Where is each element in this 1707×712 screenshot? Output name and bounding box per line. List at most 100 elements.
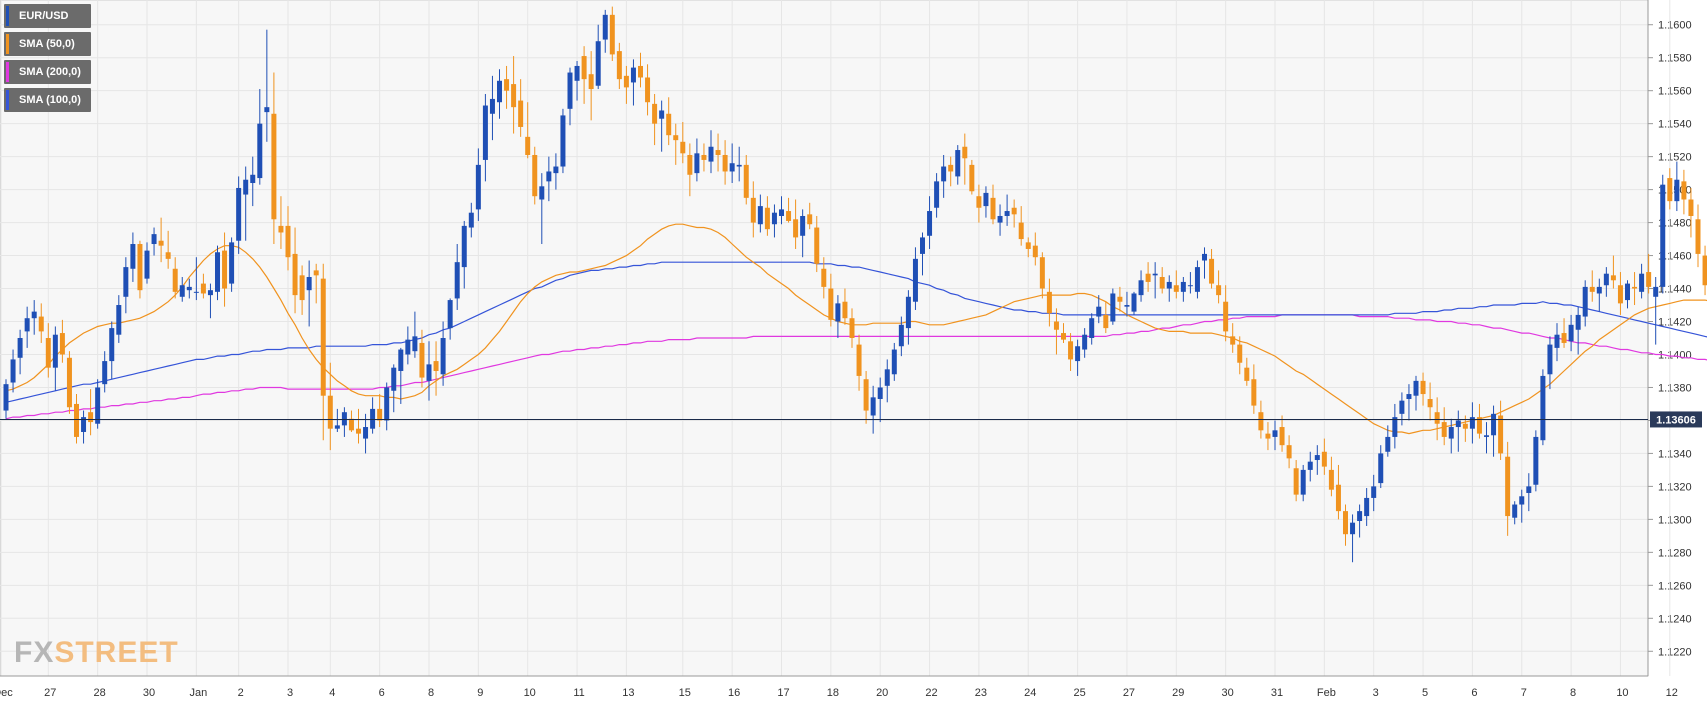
candle-body xyxy=(172,268,178,292)
candle-body xyxy=(567,72,573,109)
candle-body xyxy=(334,425,340,429)
candle-body xyxy=(574,65,580,81)
candle-body xyxy=(1491,413,1497,436)
candle-body xyxy=(3,384,9,411)
y-tick-label: 1.1300 xyxy=(1658,514,1692,526)
x-tick-label: 9 xyxy=(477,687,483,699)
candle-body xyxy=(370,408,376,429)
candle-body xyxy=(511,84,517,108)
x-tick-label: 30 xyxy=(143,687,155,699)
candle-body xyxy=(1145,273,1151,282)
candle-body xyxy=(687,154,693,175)
candle-body xyxy=(1667,178,1673,202)
candle-body xyxy=(898,324,904,347)
candle-body xyxy=(645,77,651,103)
candle-body xyxy=(1646,272,1652,287)
legend-item-sma200[interactable]: SMA (200,0) xyxy=(4,60,91,84)
candle-body xyxy=(66,357,72,408)
candle-body xyxy=(1625,283,1630,301)
candle-body xyxy=(1314,455,1320,461)
candle-body xyxy=(186,286,192,291)
candle-body xyxy=(1343,511,1348,535)
candle-body xyxy=(1053,321,1059,330)
candle-body xyxy=(1385,436,1391,452)
candle-body xyxy=(1328,469,1334,490)
candle-body xyxy=(1533,436,1539,485)
candle-body xyxy=(786,211,792,221)
y-tick-label: 1.1600 xyxy=(1658,20,1692,32)
sma-200-line xyxy=(5,314,1707,420)
candle-body xyxy=(440,338,446,375)
y-tick-label: 1.1520 xyxy=(1658,152,1692,164)
candle-body xyxy=(1632,286,1638,289)
candle-body xyxy=(694,153,700,174)
candle-body xyxy=(934,181,940,208)
x-tick-label: 25 xyxy=(1073,687,1085,699)
legend-item-sma50[interactable]: SMA (50,0) xyxy=(4,32,91,56)
x-tick-label: 15 xyxy=(679,687,691,699)
candle-body xyxy=(377,408,383,421)
legend-item-sma100[interactable]: SMA (100,0) xyxy=(4,88,91,112)
candle-body xyxy=(504,79,510,91)
candle-body xyxy=(1695,219,1701,254)
legend-label: SMA (50,0) xyxy=(19,38,75,50)
candle-body xyxy=(955,150,961,177)
candle-body xyxy=(158,240,164,246)
candle-body xyxy=(905,296,911,329)
candle-body xyxy=(123,267,129,297)
y-tick-label: 1.1480 xyxy=(1658,218,1692,230)
candle-body xyxy=(1420,380,1426,395)
candle-body xyxy=(1286,445,1292,459)
candle-body xyxy=(1209,258,1215,284)
logo-fx: FX xyxy=(14,636,55,669)
candle-body xyxy=(1617,285,1623,304)
x-tick-label: 12 xyxy=(1666,687,1678,699)
candle-body xyxy=(1061,333,1066,340)
candle-body xyxy=(1484,435,1489,437)
candle-body xyxy=(920,237,925,254)
legend-item-eurusd[interactable]: EUR/USD xyxy=(4,4,91,28)
candle-body xyxy=(722,154,728,172)
candle-body xyxy=(525,136,531,155)
candle-body xyxy=(24,318,30,332)
candle-body xyxy=(793,219,799,238)
candle-body xyxy=(891,349,897,375)
candle-body xyxy=(1653,286,1659,297)
candle-body xyxy=(609,14,615,55)
candle-body xyxy=(229,242,235,284)
candle-body xyxy=(102,361,108,385)
candle-body xyxy=(1230,336,1236,345)
y-tick-label: 1.1540 xyxy=(1658,119,1692,131)
current-price-label: 1.13606 xyxy=(1656,414,1696,426)
candle-body xyxy=(1124,305,1130,307)
candle-body xyxy=(243,179,249,195)
candle-body xyxy=(1025,242,1031,249)
candle-body xyxy=(800,215,806,236)
candle-body xyxy=(109,328,115,362)
candle-body xyxy=(715,150,721,155)
candle-body xyxy=(1152,273,1158,276)
candle-body xyxy=(179,285,185,297)
candle-body xyxy=(45,338,51,368)
candle-body xyxy=(518,100,524,127)
candle-body xyxy=(1110,293,1116,322)
candle-body xyxy=(1335,484,1341,512)
candle-body xyxy=(1462,423,1468,429)
candle-body xyxy=(412,336,418,352)
candle-body xyxy=(1258,412,1264,431)
candle-body xyxy=(454,262,460,299)
candle-body xyxy=(137,244,143,291)
x-tick-label: 6 xyxy=(1471,687,1477,699)
legend-label: EUR/USD xyxy=(19,10,69,22)
chart-legend: EUR/USD SMA (50,0) SMA (200,0) SMA (100,… xyxy=(4,4,91,116)
candle-body xyxy=(1096,306,1102,317)
x-tick-label: 10 xyxy=(524,687,536,699)
x-tick-label: 20 xyxy=(876,687,888,699)
candle-body xyxy=(616,51,622,80)
candle-body xyxy=(489,98,495,114)
x-tick-label: 29 xyxy=(1172,687,1184,699)
y-tick-label: 1.1340 xyxy=(1658,448,1692,460)
y-tick-label: 1.1260 xyxy=(1658,580,1692,592)
candle-body xyxy=(1321,451,1327,467)
candle-body xyxy=(215,252,220,292)
